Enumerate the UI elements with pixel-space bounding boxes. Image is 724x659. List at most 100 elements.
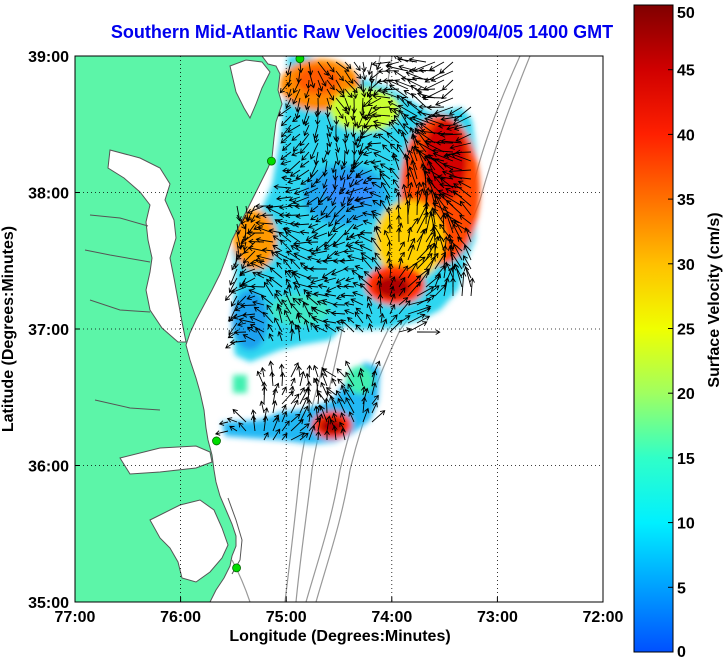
- velocity-arrow: [381, 144, 391, 153]
- colorbar-gradient-bar: [633, 4, 674, 653]
- velocity-arrow: [231, 259, 238, 271]
- velocity-arrow: [407, 262, 418, 279]
- velocity-arrow: [269, 371, 275, 387]
- velocity-arrow: [299, 133, 310, 147]
- station-marker: [212, 436, 221, 446]
- velocity-arrow: [389, 167, 400, 180]
- velocity-arrow: [448, 174, 472, 180]
- velocity-arrow: [408, 165, 418, 189]
- velocity-arrow: [315, 88, 322, 99]
- velocity-arrow: [306, 398, 312, 414]
- velocity-arrow: [366, 302, 373, 315]
- velocity-arrow: [431, 112, 454, 118]
- velocity-arrow: [377, 303, 384, 315]
- velocity-arrow: [448, 244, 454, 270]
- velocity-arrow: [416, 188, 425, 207]
- velocity-arrow: [362, 407, 370, 423]
- velocity-arrow: [332, 302, 346, 308]
- velocity-arrow: [239, 268, 256, 276]
- velocity-arrow: [376, 280, 383, 297]
- velocity-arrow: [385, 194, 391, 207]
- albemarle-sound: [119, 445, 213, 475]
- velocity-arrow: [248, 238, 265, 245]
- colorbar-tick-label: 15: [677, 451, 695, 468]
- velocity-arrow: [383, 229, 391, 243]
- velocity-arrow: [317, 79, 324, 92]
- velocity-arrow: [434, 97, 454, 106]
- velocity-arrow: [324, 429, 330, 440]
- velocity-arrow: [315, 430, 322, 441]
- map-title-text: Southern Mid-Atlantic Raw Velocities 200…: [110, 22, 614, 42]
- velocity-arrow: [318, 187, 328, 204]
- velocity-low-center-core: [324, 174, 376, 206]
- velocity-arrow: [418, 104, 436, 110]
- velocity-arrow: [404, 199, 411, 225]
- land-mass: [75, 56, 283, 602]
- velocity-arrow: [330, 310, 346, 317]
- velocity-arrow: [281, 299, 292, 315]
- velocity-arrow: [346, 169, 355, 180]
- velocity-arrow: [290, 432, 306, 441]
- velocity-arrow: [340, 160, 346, 171]
- velocity-arrow: [469, 277, 475, 297]
- velocity-arrow: [250, 415, 257, 432]
- velocity-arrow: [459, 214, 472, 225]
- velocity-arrow: [250, 262, 265, 270]
- velocity-arrow: [362, 186, 373, 192]
- velocity-arrow: [280, 151, 292, 161]
- colorbar-tick-label: 35: [677, 192, 695, 209]
- velocity-arrow: [343, 309, 355, 315]
- velocity-arrow: [416, 286, 435, 297]
- velocity-arrow: [434, 195, 445, 216]
- velocity-arrow: [286, 284, 292, 297]
- velocity-arrow: [343, 142, 350, 155]
- velocity-arrow: [418, 67, 436, 74]
- velocity-arrow: [353, 70, 362, 80]
- velocity-arrow: [398, 300, 411, 315]
- velocity-arrow: [283, 309, 292, 324]
- y-tick-label: 38:00: [28, 186, 69, 203]
- velocity-arrow: [398, 241, 405, 252]
- velocity-arrow: [445, 153, 463, 162]
- velocity-arrows: [214, 56, 475, 441]
- velocity-arrow: [254, 203, 274, 209]
- velocity-arrow: [290, 418, 304, 432]
- velocity-arrow: [325, 205, 337, 219]
- velocity-arrow: [389, 107, 400, 117]
- velocity-arrow: [361, 70, 367, 81]
- river: [89, 214, 149, 227]
- velocity-arrow: [293, 222, 310, 228]
- river: [89, 299, 151, 313]
- station-marker: [295, 56, 305, 64]
- velocity-arrow: [236, 295, 247, 306]
- velocity-arrow: [246, 326, 256, 333]
- velocity-arrow: [303, 187, 319, 196]
- velocity-arrow: [359, 282, 373, 297]
- velocity-arrow: [334, 142, 341, 153]
- velocity-arrow: [421, 94, 445, 101]
- velocity-arrow: [398, 287, 406, 297]
- velocity-arrow: [415, 129, 436, 144]
- velocity-arrow: [335, 151, 341, 166]
- velocity-arrow: [379, 312, 385, 324]
- velocity-arrow: [312, 364, 319, 378]
- velocity-arrow: [415, 140, 436, 153]
- velocity-patch-small: [233, 375, 247, 393]
- velocity-arrow: [228, 322, 238, 336]
- velocity-arrow: [407, 275, 422, 288]
- velocity-arrow: [367, 88, 373, 98]
- velocity-arrow: [308, 266, 327, 272]
- velocity-arrow: [448, 106, 463, 115]
- velocity-arrow: [425, 231, 436, 252]
- velocity-arrow: [317, 70, 327, 87]
- velocity-arrow: [303, 318, 310, 333]
- velocity-arrow: [340, 412, 346, 423]
- velocity-mid-north: [330, 88, 400, 132]
- velocity-arrow: [361, 88, 367, 98]
- velocity-arrow: [345, 276, 355, 283]
- velocity-arrow: [310, 250, 328, 256]
- velocity-arrow: [303, 124, 310, 137]
- velocity-arrow: [361, 211, 373, 217]
- station-marker: [267, 156, 276, 166]
